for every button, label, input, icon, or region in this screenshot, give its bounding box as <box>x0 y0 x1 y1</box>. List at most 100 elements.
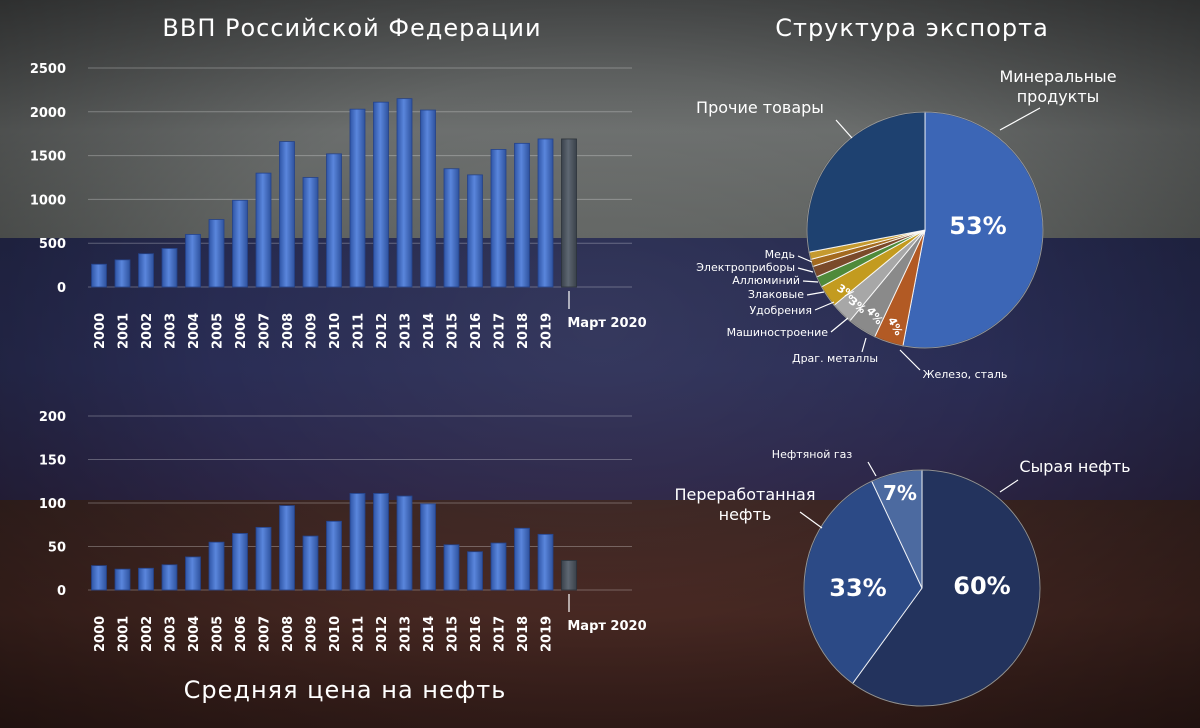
name-gas: Нефтяной газ <box>772 448 853 461</box>
oil-xtick-label: 2007 <box>258 616 273 652</box>
gdp-xtick-label: 2006 <box>234 313 249 349</box>
gdp-bar <box>349 108 366 288</box>
gdp-bar <box>561 138 577 288</box>
name-aluminium: Аллюминий <box>732 274 800 287</box>
name-fertilizer: Удобрения <box>749 304 812 317</box>
export-title: Структура экспорта <box>775 14 1049 42</box>
leader-other-goods <box>835 119 853 139</box>
name-mineral-line2: продукты <box>1017 87 1100 106</box>
oil-bar <box>302 535 319 591</box>
gdp-bar <box>232 199 248 288</box>
oil-xtick-label: 2019 <box>540 616 555 652</box>
name-precious: Драг. металлы <box>792 352 878 365</box>
oil-bar <box>185 556 201 591</box>
leader-precious <box>861 337 867 353</box>
oil-xtick-label: 2011 <box>352 616 367 652</box>
oil-bar <box>138 567 154 591</box>
gdp-xtick-label: 2016 <box>469 313 484 349</box>
gdp-bar <box>138 253 154 288</box>
gdp-ytick-label: 1500 <box>30 150 66 165</box>
oil-ytick-label: 50 <box>48 541 66 556</box>
gdp-bar <box>279 141 295 288</box>
gdp-xtick-label: 2004 <box>187 313 202 349</box>
oil-xtick-label: Март 2020 <box>567 619 646 634</box>
gdp-bar <box>208 219 225 288</box>
oil-xtick-label: 2012 <box>375 616 390 652</box>
oil-bar <box>514 527 530 591</box>
gdp-bar-chart: ВВП Российской Федерации 0 500 1000 1500 200… <box>30 14 647 349</box>
oil-bar <box>161 564 178 591</box>
gdp-xtick-label: 2019 <box>540 313 555 349</box>
slice-label-mineral: 53% <box>949 212 1006 240</box>
oil-xtick-label: 2001 <box>117 616 132 652</box>
oilpie-rim <box>803 469 1041 707</box>
name-electro: Электроприборы <box>696 261 795 274</box>
oil-xtick-label: 2004 <box>187 616 202 652</box>
gdp-bar <box>443 168 460 288</box>
gdp-xtick-label: 2017 <box>493 313 508 349</box>
gdp-xtick-label: 2018 <box>516 313 531 349</box>
gdp-xtick-label: 2013 <box>399 313 414 349</box>
gdp-ytick-label: 1000 <box>30 193 66 208</box>
slice-label-gas: 7% <box>883 481 917 505</box>
oil-xtick-label: 2005 <box>211 616 226 652</box>
gdp-bar <box>302 177 319 288</box>
oil-bar <box>561 560 577 591</box>
oil-bar <box>396 495 413 591</box>
gdp-bar <box>185 234 201 288</box>
gdp-bar <box>161 248 178 288</box>
oil-ytick-label: 0 <box>57 584 66 599</box>
oil-xtick-label: 2009 <box>305 616 320 652</box>
gdp-xtick-label: 2008 <box>281 313 296 349</box>
oil-bar <box>467 551 483 591</box>
leader-mineral <box>999 107 1041 131</box>
gdp-xtick-label: 2014 <box>422 313 437 349</box>
oil-xtick-label: 2018 <box>516 616 531 652</box>
gdp-bar <box>420 109 436 288</box>
gdp-bar <box>396 98 413 288</box>
oil-bar <box>373 493 389 591</box>
oil-ytick-label: 150 <box>39 454 66 469</box>
oil-xtick-label: 2002 <box>140 616 155 652</box>
leader-machinery <box>830 317 849 333</box>
oil-xtick-label: 2015 <box>446 616 461 652</box>
slice-label-refined: 33% <box>829 574 886 602</box>
leader-fertilizer <box>814 301 835 311</box>
gdp-bar <box>490 149 507 288</box>
name-refined-line1: Переработанная <box>675 485 816 504</box>
oil-xtick-label: 2008 <box>281 616 296 652</box>
name-refined-line2: нефть <box>719 505 772 524</box>
gdp-bar <box>255 172 272 288</box>
oil-xtick-label: 2006 <box>234 616 249 652</box>
gdp-bar <box>514 142 530 288</box>
leader-gas <box>867 461 877 477</box>
leader-crude <box>999 479 1019 493</box>
name-other-goods: Прочие товары <box>696 98 824 117</box>
oil-xtick-label: 2013 <box>399 616 414 652</box>
gdp-xtick-label: 2007 <box>258 313 273 349</box>
name-iron: Железо, сталь <box>923 368 1008 381</box>
gdp-xtick-label: 2001 <box>117 313 132 349</box>
oil-bar <box>208 541 225 591</box>
gdp-xtick-label: 2005 <box>211 313 226 349</box>
gdp-xtick-label: 2000 <box>93 313 108 349</box>
export-rim <box>806 111 1044 349</box>
oilpie-slice <box>851 469 1041 707</box>
oil-bar <box>232 533 248 591</box>
gdp-xtick-label: 2015 <box>446 313 461 349</box>
oil-bar <box>490 542 507 591</box>
oil-xtick-label: 2016 <box>469 616 484 652</box>
oil-bar <box>420 503 436 591</box>
oil-bar <box>279 505 295 591</box>
name-crude: Сырая нефть <box>1019 457 1130 476</box>
gdp-bar <box>467 174 483 288</box>
oil-xtick-label: 2010 <box>328 616 343 652</box>
oilpie-slice <box>803 480 923 685</box>
leader-iron <box>899 349 921 371</box>
leader-cereals <box>806 291 825 296</box>
export-slice <box>806 111 926 253</box>
oil-ytick-label: 100 <box>39 497 66 512</box>
leader-copper <box>797 255 813 263</box>
oil-bar <box>349 493 366 591</box>
name-machinery: Машиностроение <box>727 326 829 339</box>
